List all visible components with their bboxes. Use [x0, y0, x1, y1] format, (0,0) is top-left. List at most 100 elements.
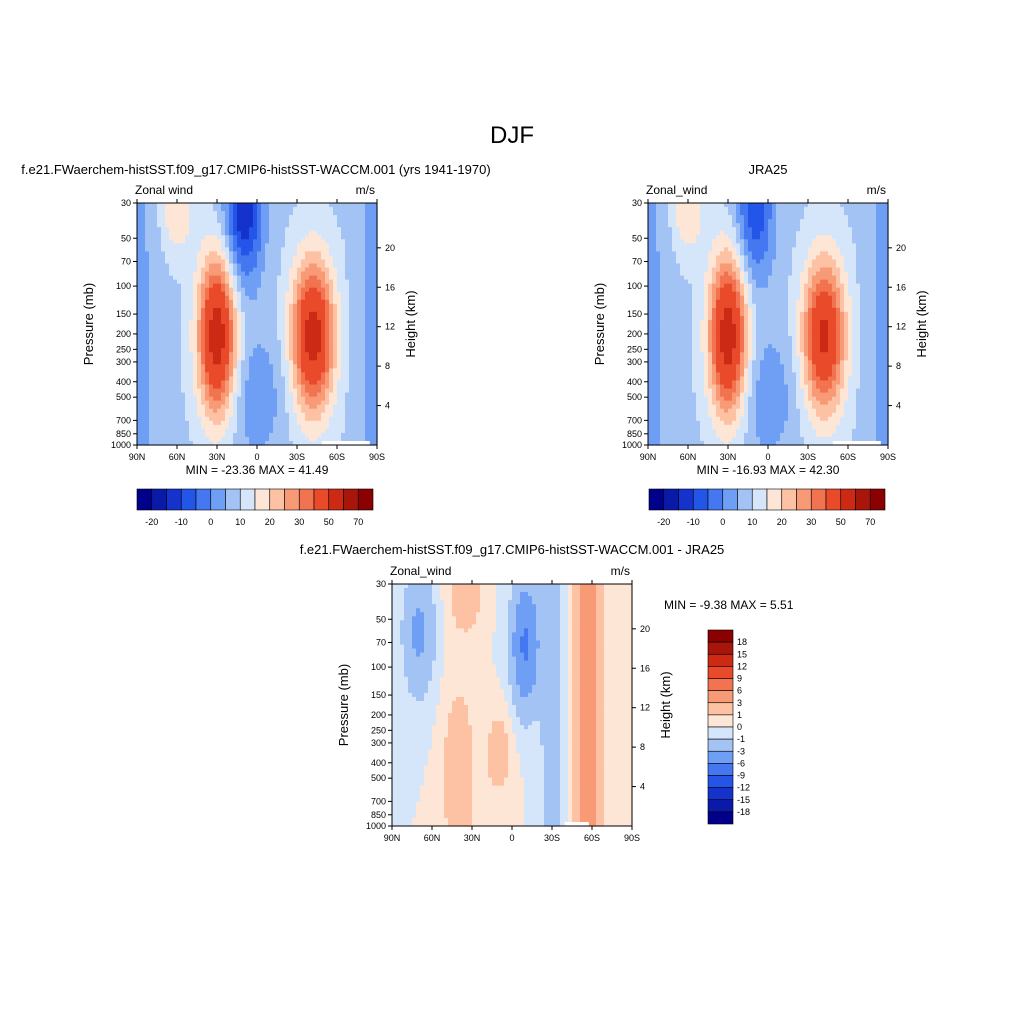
field-cell: [361, 255, 366, 261]
field-cell: [165, 440, 170, 446]
field-cell: [153, 424, 158, 430]
field-cell: [345, 251, 350, 257]
field-cell: [161, 352, 166, 357]
field-cell: [273, 275, 278, 281]
field-cell: [345, 340, 350, 345]
field-cell: [201, 436, 206, 442]
field-cell: [357, 227, 362, 232]
field-cell: [820, 223, 825, 228]
field-cell: [325, 247, 330, 252]
field-cell: [253, 400, 258, 406]
field-cell: [145, 420, 150, 426]
field-cell: [353, 283, 358, 289]
field-cell: [345, 311, 350, 317]
field-cell: [660, 223, 665, 228]
field-cell: [177, 440, 182, 446]
field-cell: [237, 412, 242, 418]
field-cell: [213, 275, 218, 281]
field-cell: [708, 239, 713, 244]
field-cell: [181, 251, 186, 257]
field-cell: [856, 235, 861, 240]
field-cell: [792, 263, 797, 269]
field-cell: [321, 396, 326, 402]
field-cell: [704, 203, 709, 208]
field-cell: [329, 352, 334, 357]
field-cell: [345, 432, 350, 438]
field-cell: [261, 440, 266, 446]
field-cell: [365, 356, 370, 361]
field-cell: [708, 279, 713, 285]
field-cell: [876, 219, 881, 224]
field-cell: [349, 231, 354, 236]
field-cell: [365, 279, 370, 285]
field-cell: [289, 332, 294, 337]
field-cell: [349, 388, 354, 394]
field-cell: [325, 207, 330, 212]
field-cell: [261, 283, 266, 289]
field-cell: [373, 404, 378, 410]
field-cell: [273, 336, 278, 341]
field-cell: [161, 259, 166, 265]
field-cell: [736, 239, 741, 244]
field-cell: [157, 307, 162, 313]
field-cell: [373, 400, 378, 406]
field-cell: [353, 203, 358, 208]
field-cell: [361, 211, 366, 216]
field-cell: [213, 267, 218, 273]
field-cell: [273, 247, 278, 252]
field-cell: [676, 243, 681, 248]
field-cell: [301, 336, 306, 341]
field-cell: [668, 203, 673, 208]
field-cell: [237, 219, 242, 224]
field-cell: [149, 400, 154, 406]
field-cell: [189, 307, 194, 313]
field-cell: [668, 255, 673, 261]
field-cell: [189, 219, 194, 224]
field-cell: [305, 215, 310, 220]
field-cell: [149, 275, 154, 281]
field-cell: [876, 247, 881, 252]
field-cell: [820, 255, 825, 261]
field-cell: [157, 231, 162, 236]
field-cell: [221, 360, 226, 365]
field-cell: [800, 259, 805, 265]
field-cell: [165, 259, 170, 265]
field-cell: [241, 287, 246, 293]
field-cell: [872, 227, 877, 232]
field-cell: [688, 203, 693, 208]
field-cell: [189, 356, 194, 361]
field-cell: [173, 263, 178, 269]
field-cell: [201, 259, 206, 265]
field-cell: [305, 231, 310, 236]
field-cell: [165, 332, 170, 337]
field-cell: [217, 392, 222, 398]
field-cell: [652, 211, 657, 216]
field-cell: [860, 239, 865, 244]
field-cell: [353, 356, 358, 361]
field-cell: [708, 203, 713, 208]
field-cell: [149, 344, 154, 349]
field-cell: [209, 440, 214, 446]
field-cell: [177, 412, 182, 418]
field-cell: [249, 211, 254, 216]
field-cell: [241, 428, 246, 434]
field-cell: [297, 408, 302, 414]
field-cell: [728, 251, 733, 257]
field-cell: [856, 211, 861, 216]
field-cell: [225, 279, 230, 285]
field-cell: [281, 231, 286, 236]
field-cell: [816, 243, 821, 248]
field-cell: [225, 400, 230, 406]
field-cell: [245, 356, 250, 361]
field-cell: [181, 239, 186, 244]
field-cell: [153, 319, 158, 325]
field-cell: [357, 239, 362, 244]
field-cell: [229, 432, 234, 438]
field-cell: [205, 436, 210, 442]
field-cell: [141, 255, 146, 261]
field-cell: [277, 255, 282, 261]
field-cell: [740, 215, 745, 220]
field-cell: [305, 400, 310, 406]
field-cell: [273, 408, 278, 414]
field-cell: [329, 436, 334, 442]
